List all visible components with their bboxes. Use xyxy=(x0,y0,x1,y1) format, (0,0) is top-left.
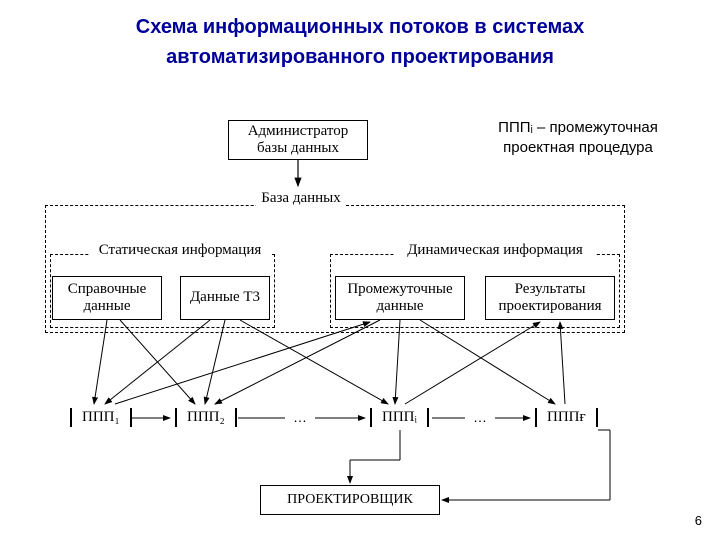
svg-text:…: … xyxy=(293,409,307,425)
db-label: База данных xyxy=(256,190,346,207)
t3-box: Данные Т3 xyxy=(180,276,270,320)
admin-box: Администратор базы данных xyxy=(228,120,368,160)
ref-box: Справочные данные xyxy=(52,276,162,320)
title-line1: Схема информационных потоков в системах xyxy=(136,16,585,38)
designer-box: ПРОЕКТИРОВЩИК xyxy=(260,485,440,515)
ppp-annotation-text: ПППᵢ – промежуточная проектная процедура xyxy=(498,119,658,156)
ppp-annotation: ПППᵢ – промежуточная проектная процедура xyxy=(498,118,658,157)
slide-title: Схема информационных потоков в системах … xyxy=(0,12,720,72)
pppi: ПППᵢ xyxy=(370,408,429,427)
page-number: 6 xyxy=(695,513,702,528)
pppf: ПППғ xyxy=(535,408,598,427)
inter-box: Промежуточные данные xyxy=(335,276,465,320)
svg-text:…: … xyxy=(473,409,487,425)
static-label: Статическая информация xyxy=(90,242,270,259)
ppp1: ППП₁ xyxy=(70,408,132,427)
title-line2: автоматизированного проектирования xyxy=(166,46,554,68)
results-box: Результаты проектирования xyxy=(485,276,615,320)
ppp2: ППП₂ xyxy=(175,408,237,427)
dynamic-label: Динамическая информация xyxy=(395,242,595,259)
